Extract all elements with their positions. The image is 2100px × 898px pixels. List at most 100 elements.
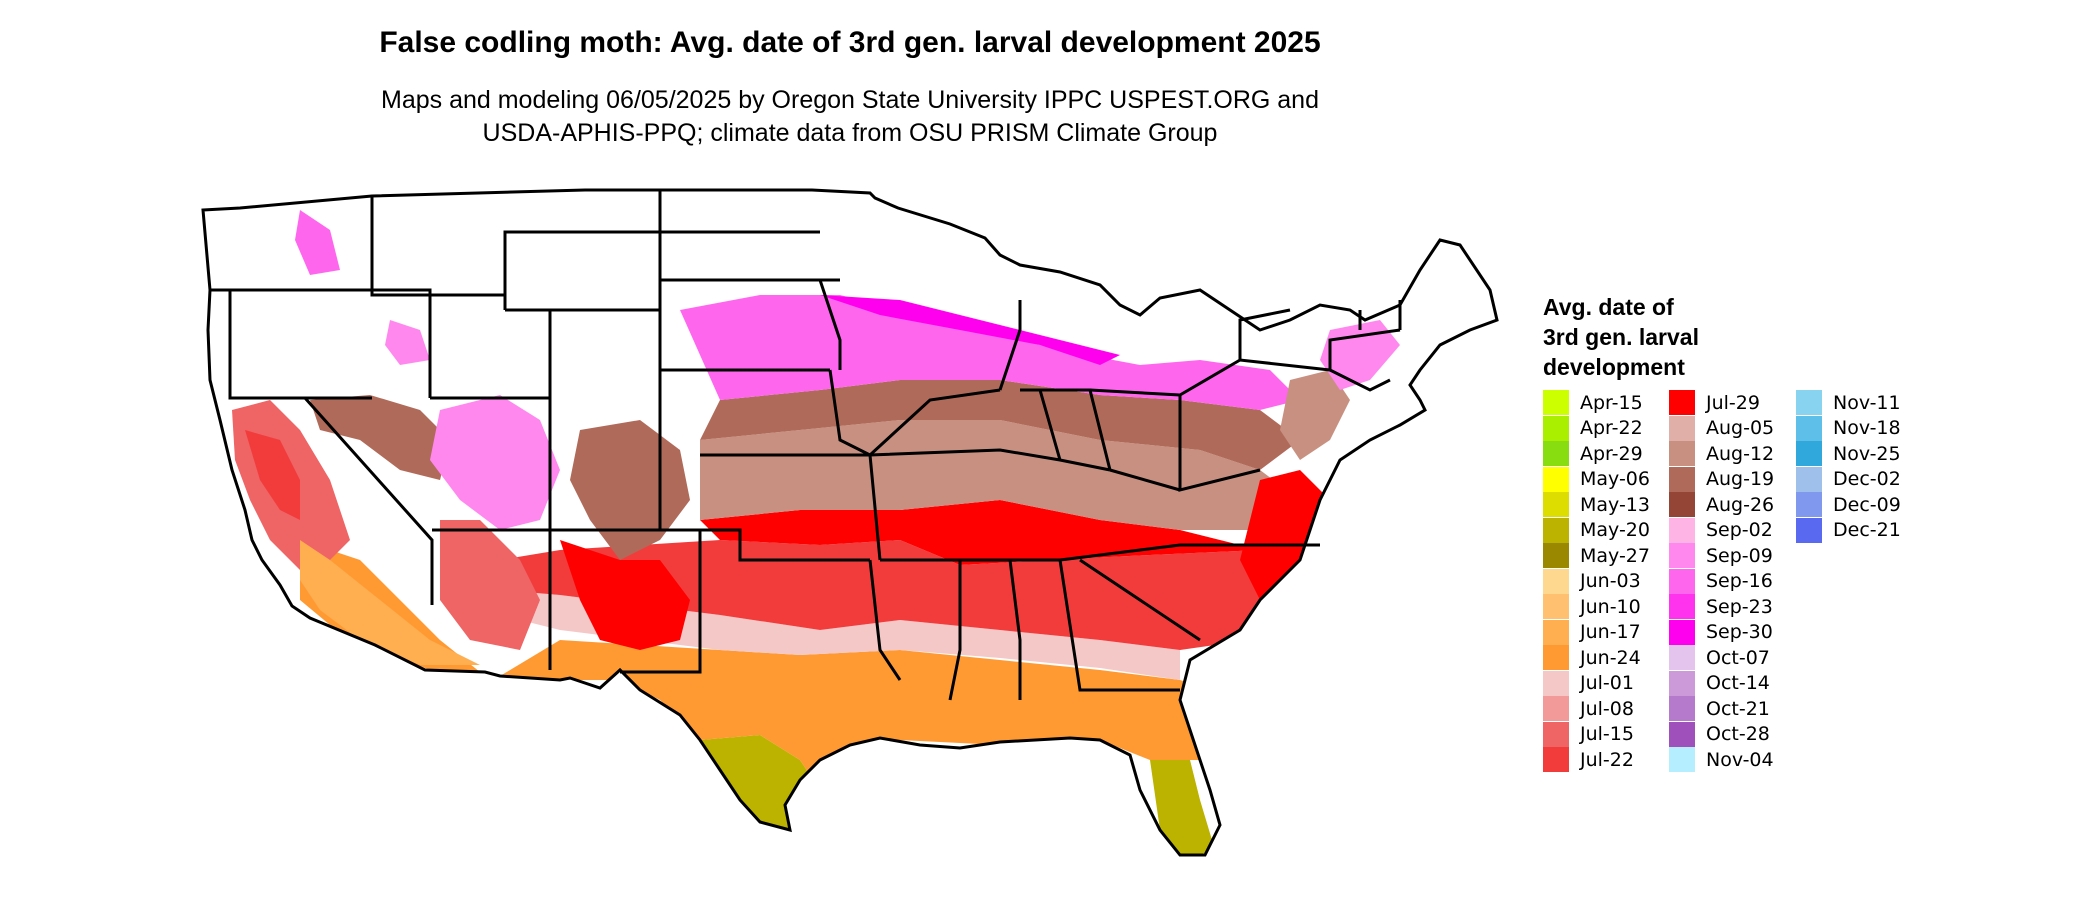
us-phenology-map <box>201 188 1499 857</box>
legend-item: Jul-15 <box>1543 721 1669 748</box>
legend-item: Jul-22 <box>1543 747 1669 773</box>
legend-item: Oct-21 <box>1669 696 1796 722</box>
legend: Avg. date of 3rd gen. larval development… <box>1543 292 1922 773</box>
legend-item: Nov-18 <box>1796 415 1922 442</box>
legend-swatch <box>1669 466 1695 492</box>
legend-label: Nov-04 <box>1706 748 1774 771</box>
legend-item: Jun-03 <box>1543 568 1669 595</box>
legend-label: Jul-01 <box>1580 672 1634 695</box>
legend-swatch <box>1543 390 1569 416</box>
legend-item: Sep-16 <box>1669 568 1796 595</box>
legend-label: Dec-02 <box>1833 468 1901 491</box>
legend-label: May-27 <box>1580 544 1650 567</box>
legend-swatch <box>1796 517 1822 543</box>
legend-label: Nov-18 <box>1833 417 1901 440</box>
legend-item: Sep-30 <box>1669 619 1796 646</box>
legend-item: Nov-25 <box>1796 441 1922 467</box>
legend-swatch <box>1543 517 1569 543</box>
legend-swatch <box>1796 441 1822 467</box>
legend-label: May-06 <box>1580 468 1650 491</box>
legend-item: May-27 <box>1543 543 1669 569</box>
map-title: False codling moth: Avg. date of 3rd gen… <box>379 26 1321 59</box>
legend-swatch <box>1543 415 1569 441</box>
legend-label: Jul-08 <box>1580 697 1634 720</box>
legend-label: Sep-30 <box>1706 621 1773 644</box>
legend-swatch <box>1796 466 1822 492</box>
legend-item: Apr-15 <box>1543 390 1669 416</box>
legend-item: Dec-09 <box>1796 492 1922 518</box>
legend-swatch <box>1543 594 1569 620</box>
legend-item: Sep-02 <box>1669 517 1796 544</box>
legend-label: Nov-11 <box>1833 391 1901 414</box>
legend-label: Jun-10 <box>1580 595 1641 618</box>
legend-label: May-20 <box>1580 519 1650 542</box>
legend-label: Nov-25 <box>1833 442 1901 465</box>
legend-item: Nov-11 <box>1796 390 1922 416</box>
legend-label: Jun-17 <box>1580 621 1641 644</box>
legend-title: Avg. date of 3rd gen. larval development <box>1543 292 1803 382</box>
legend-item: Aug-12 <box>1669 441 1796 467</box>
legend-item: Oct-28 <box>1669 721 1796 748</box>
legend-item: Apr-22 <box>1543 415 1669 442</box>
legend-item: Aug-19 <box>1669 466 1796 493</box>
legend-swatch <box>1669 517 1695 543</box>
legend-label: Dec-09 <box>1833 493 1901 516</box>
legend-item: Jul-29 <box>1669 390 1796 416</box>
legend-label: Sep-23 <box>1706 595 1773 618</box>
legend-label: Aug-12 <box>1706 442 1775 465</box>
legend-item: Oct-14 <box>1669 670 1796 697</box>
legend-swatch <box>1669 543 1695 569</box>
legend-swatch <box>1669 619 1695 645</box>
legend-swatch <box>1669 594 1695 620</box>
legend-item: Sep-23 <box>1669 594 1796 620</box>
legend-swatch <box>1669 415 1695 441</box>
legend-label: Sep-16 <box>1706 570 1773 593</box>
legend-label: Aug-26 <box>1706 493 1775 516</box>
legend-label: Sep-02 <box>1706 519 1773 542</box>
legend-swatch <box>1543 441 1569 467</box>
legend-label: Jul-15 <box>1580 723 1634 746</box>
legend-title-line-3: development <box>1543 354 1685 380</box>
legend-swatch <box>1796 390 1822 416</box>
legend-swatch <box>1543 543 1569 569</box>
legend-label: Oct-28 <box>1706 723 1770 746</box>
legend-swatch <box>1669 747 1695 773</box>
legend-swatch <box>1669 670 1695 696</box>
legend-label: Dec-21 <box>1833 519 1901 542</box>
legend-swatch <box>1669 568 1695 594</box>
legend-item: May-06 <box>1543 466 1669 493</box>
legend-item: Apr-29 <box>1543 441 1669 467</box>
legend-label: Jul-29 <box>1706 391 1760 414</box>
legend-label: Jun-03 <box>1580 570 1641 593</box>
legend-label: May-13 <box>1580 493 1650 516</box>
legend-swatch <box>1669 721 1695 747</box>
legend-item: May-13 <box>1543 492 1669 518</box>
legend-label: Sep-09 <box>1706 544 1773 567</box>
legend-item: Oct-07 <box>1669 645 1796 671</box>
legend-swatch <box>1543 568 1569 594</box>
legend-item: Aug-05 <box>1669 415 1796 442</box>
legend-item: Aug-26 <box>1669 492 1796 518</box>
legend-label: Aug-05 <box>1706 417 1775 440</box>
legend-swatch <box>1669 441 1695 467</box>
legend-grid: Apr-15 Apr-22 Apr-29 May-06 May-13 May-20 May-… <box>1543 390 1922 773</box>
legend-swatch <box>1543 747 1569 773</box>
legend-item: Jun-10 <box>1543 594 1669 620</box>
legend-swatch <box>1543 466 1569 492</box>
legend-label: Apr-29 <box>1580 442 1643 465</box>
legend-swatch <box>1543 721 1569 747</box>
legend-swatch <box>1543 492 1569 518</box>
legend-item: Nov-04 <box>1669 747 1796 773</box>
legend-item: Sep-09 <box>1669 543 1796 569</box>
legend-title-line-2: 3rd gen. larval <box>1543 324 1699 350</box>
legend-item: Dec-21 <box>1796 517 1922 544</box>
legend-swatch <box>1796 415 1822 441</box>
legend-label: Oct-21 <box>1706 697 1770 720</box>
legend-item: Jul-08 <box>1543 696 1669 722</box>
legend-swatch <box>1796 492 1822 518</box>
legend-label: Apr-15 <box>1580 391 1643 414</box>
legend-title-line-1: Avg. date of <box>1543 294 1674 320</box>
legend-label: Aug-19 <box>1706 468 1775 491</box>
legend-item: Jun-24 <box>1543 645 1669 671</box>
legend-label: Apr-22 <box>1580 417 1643 440</box>
